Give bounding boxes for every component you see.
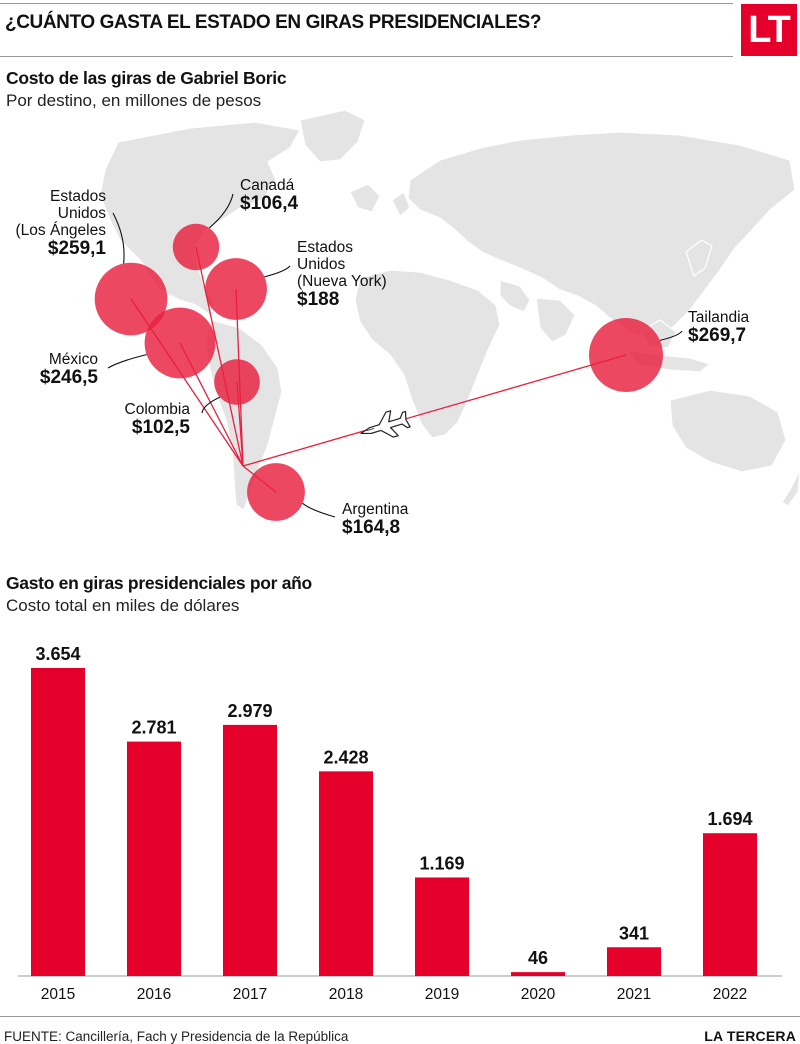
publisher-name: LA TERCERA — [704, 1028, 796, 1044]
destination-bubbles — [94, 223, 663, 521]
bubble-tailandia — [589, 318, 663, 392]
dest-value-mexico: $246,5 — [40, 367, 99, 388]
land-shape — [354, 269, 501, 439]
dest-label-mexico: México — [49, 351, 98, 368]
leader-lines — [107, 193, 683, 518]
dest-value-estados-unidos-nueva-york: $188 — [297, 289, 339, 310]
land-shape — [407, 131, 796, 341]
land-shape — [685, 239, 713, 277]
x-tick-label: 2022 — [713, 986, 747, 1003]
page-title: ¿CUÁNTO GASTA EL ESTADO EN GIRAS PRESIDE… — [5, 12, 542, 33]
map-subtitle: Por destino, en millones de pesos — [6, 91, 262, 110]
dest-label-estados-unidos-nueva-york: (Nueva York) — [297, 273, 387, 290]
bar-2021 — [607, 947, 661, 976]
bar-value-label: 3.654 — [35, 644, 80, 664]
land-shape — [299, 109, 366, 163]
dest-label-estados-unidos-los-angeles: Unidos — [58, 205, 106, 222]
x-tick-label: 2016 — [137, 986, 171, 1003]
dest-value-canada: $106,4 — [240, 193, 299, 214]
leader-estados-unidos-los-angeles — [112, 212, 125, 264]
x-tick-label: 2019 — [425, 986, 459, 1003]
bar-chart-title: Gasto en giras presidenciales por año — [6, 573, 312, 593]
dest-value-argentina: $164,8 — [342, 517, 400, 538]
bar-chart: 3.654 2015 2.781 2016 2.979 2017 2.428 2018 1.16… — [18, 644, 782, 1003]
land-shape — [391, 191, 411, 217]
bar-value-label: 2.979 — [227, 701, 272, 721]
dest-value-tailandia: $269,7 — [688, 325, 746, 346]
bar-2019 — [415, 877, 469, 976]
dest-value-colombia: $102,5 — [132, 417, 191, 438]
x-tick-label: 2015 — [41, 986, 75, 1003]
x-tick-label: 2018 — [329, 986, 363, 1003]
leader-mexico — [107, 354, 147, 369]
dest-label-colombia: Colombia — [125, 401, 191, 418]
leader-estados-unidos-nueva-york — [264, 265, 291, 278]
footer-rule — [0, 1016, 800, 1017]
bubble-argentina — [247, 463, 305, 521]
bubble-canada — [172, 223, 220, 271]
airplane-icon — [360, 410, 411, 438]
bar-value-label: 2.428 — [323, 747, 368, 767]
bar-2016 — [127, 741, 181, 976]
dest-label-estados-unidos-nueva-york: Estados — [297, 239, 353, 256]
bubble-estados-unidos-nueva-york — [205, 258, 267, 320]
bar-2020 — [511, 972, 565, 976]
bubble-colombia — [214, 359, 260, 405]
dest-label-estados-unidos-nueva-york: Unidos — [297, 256, 345, 273]
dest-label-canada: Canadá — [240, 177, 295, 194]
bubble-estados-unidos-los-angeles — [94, 262, 168, 336]
world-land — [99, 109, 800, 511]
bar-value-label: 1.694 — [707, 809, 752, 829]
land-shape — [349, 183, 381, 213]
x-tick-label: 2021 — [617, 986, 651, 1003]
route-line-canada — [195, 246, 244, 467]
land-shape — [535, 297, 576, 343]
leader-tailandia — [659, 330, 683, 341]
dest-label-argentina: Argentina — [342, 501, 409, 518]
bar-value-label: 46 — [528, 948, 548, 968]
bar-2017 — [223, 724, 277, 976]
bar-chart-subtitle: Costo total en miles de dólares — [6, 596, 240, 615]
bar-2018 — [319, 771, 373, 976]
bubble-mexico — [144, 307, 216, 379]
bar-2022 — [703, 833, 757, 976]
brand-logo: LT — [741, 4, 797, 56]
route-line-tailandia — [242, 354, 627, 467]
dest-label-estados-unidos-los-angeles: Estados — [50, 188, 106, 205]
source-note: FUENTE: Cancillería, Fach y Presidencia … — [4, 1029, 349, 1044]
leader-argentina — [302, 502, 336, 518]
land-shape — [781, 469, 800, 507]
bar-value-label: 1.169 — [419, 853, 464, 873]
bar-2015 — [31, 668, 85, 976]
x-tick-label: 2017 — [233, 986, 267, 1003]
leader-canada — [208, 193, 234, 229]
dest-label-tailandia: Tailandia — [688, 309, 750, 326]
dest-label-estados-unidos-los-angeles: (Los Ángeles — [16, 222, 107, 239]
bar-value-label: 2.781 — [131, 718, 176, 738]
x-tick-label: 2020 — [521, 986, 556, 1003]
leader-colombia — [201, 396, 221, 414]
map-title: Costo de las giras de Gabriel Boric — [6, 68, 287, 88]
bar-value-label: 341 — [619, 923, 649, 943]
land-shape — [669, 389, 787, 473]
header-rule — [0, 56, 733, 57]
top-rule — [0, 3, 733, 4]
dest-value-estados-unidos-los-angeles: $259,1 — [48, 238, 107, 259]
land-shape — [499, 279, 531, 313]
